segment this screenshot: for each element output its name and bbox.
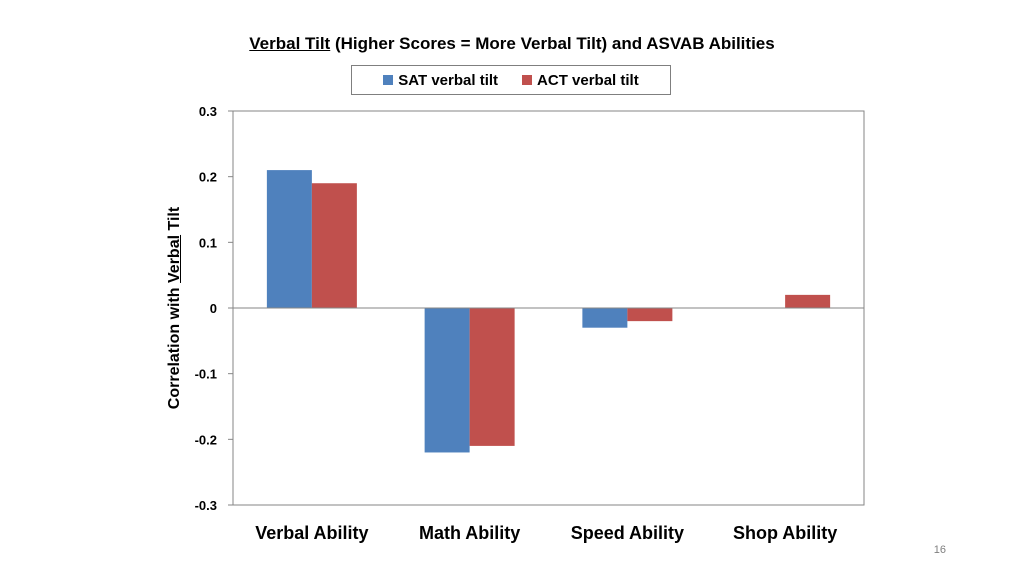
x-category-label: Verbal Ability — [255, 523, 368, 543]
legend-label-sat: SAT verbal tilt — [398, 71, 499, 89]
bar-sat-1 — [424, 308, 470, 453]
bar-act-1 — [469, 308, 515, 446]
legend-item-act: ACT verbal tilt — [522, 72, 639, 89]
bar-sat-0 — [266, 170, 312, 308]
legend-swatch-sat — [383, 75, 394, 85]
bar-act-3 — [785, 294, 831, 308]
bar-sat-2 — [582, 308, 628, 328]
x-category-label: Speed Ability — [571, 523, 684, 543]
bar-act-0 — [311, 183, 357, 308]
legend-label-act: ACT verbal tilt — [537, 71, 639, 89]
page-number: 16 — [933, 544, 946, 556]
y-tick-label: 0 — [210, 301, 217, 316]
bar-act-2 — [627, 308, 673, 322]
y-tick-label: 0.2 — [199, 170, 217, 185]
chart-title: Verbal Tilt (Higher Scores = More Verbal… — [0, 34, 1024, 54]
x-category-label: Shop Ability — [733, 523, 837, 543]
chart-title-rest: (Higher Scores = More Verbal Tilt) and A… — [330, 34, 775, 53]
x-category-label: Math Ability — [419, 523, 520, 543]
y-tick-label: -0.2 — [195, 432, 217, 447]
y-tick-label: 0.3 — [199, 104, 217, 119]
y-tick-label: 0.1 — [199, 235, 217, 250]
legend: SAT verbal tilt ACT verbal tilt — [351, 65, 671, 95]
y-tick-label: -0.1 — [195, 367, 217, 382]
y-tick-label: -0.3 — [195, 498, 217, 513]
legend-item-sat: SAT verbal tilt — [383, 72, 498, 89]
legend-swatch-act — [522, 75, 533, 85]
chart-title-underlined: Verbal Tilt — [249, 34, 331, 53]
